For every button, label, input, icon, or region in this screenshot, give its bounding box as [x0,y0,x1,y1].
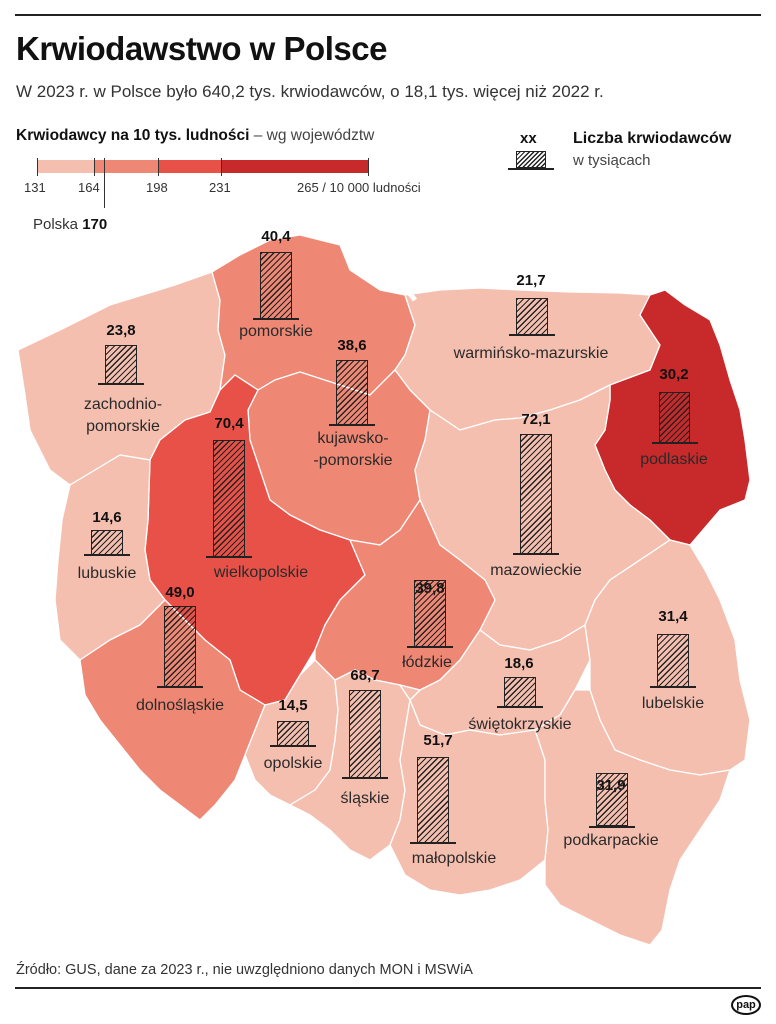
bar-baseline [157,686,203,688]
coastline-detail [343,240,418,302]
bar-key-subtitle: w tysiącach [573,152,651,169]
page-subtitle: W 2023 r. w Polsce było 640,2 tys. krwio… [16,82,604,101]
bar-key-value: xx [520,130,537,147]
region-label-warminsko-mazurskie: warmińsko-mazurskie [453,345,609,362]
bar-baseline [342,777,388,779]
region-value-lubelskie: 31,4 [658,608,688,625]
region-label-lubelskie: lubelskie [641,695,705,712]
region-label-lodzkie: łódzkie [402,654,452,671]
bar-baseline [407,646,453,648]
national-marker-line [104,158,105,208]
page-title: Krwiodawstwo w Polsce [16,30,387,67]
region-podkarpackie [534,689,731,946]
top-rule [15,14,761,16]
donors-bar-opolskie [277,721,309,746]
region-value-malopolskie: 51,7 [423,732,453,749]
region-label-zachodniopomorskie: zachodnio-pomorskie [83,396,163,435]
national-marker-label: Polska 170 [33,216,108,233]
scale-tick [158,158,159,176]
donors-bar-podlaskie [659,392,690,443]
donors-bar-mazowieckie [520,434,552,554]
legend-title: Krwiodawcy na 10 tys. ludności – wg woje… [16,127,374,145]
bar-baseline [497,706,543,708]
region-label-malopolskie: małopolskie [411,850,497,867]
bar-baseline [253,318,299,320]
region-label-pomorskie: pomorskie [239,323,313,340]
legend-title-bold: Krwiodawcy na 10 tys. ludności [16,127,250,144]
region-value-wielkopolskie: 70,4 [214,415,244,432]
legend-title-rest: – wg województw [249,127,375,144]
donors-bar-dolnoslaskie [164,606,196,687]
donors-bar-zachodniopomorskie [105,345,137,384]
donors-bar-warminsko-mazurskie [516,298,548,335]
region-label-mazowieckie: mazowieckie [490,562,582,579]
region-value-zachodniopomorskie: 23,8 [106,322,136,339]
donors-bar-wielkopolskie [213,440,245,557]
donors-bar-lubuskie [91,530,123,555]
bar-baseline [410,842,456,844]
donors-bar-swietokrzyskie [504,677,536,707]
region-value-opolskie: 14,5 [278,697,308,714]
region-label-podkarpackie: podkarpackie [563,832,659,849]
region-label-kujawsko-pomorskie: kujawsko- -pomorskie [313,430,393,469]
color-scale [37,160,368,173]
scale-bin-3 [158,160,221,173]
region-value-lubuskie: 14,6 [92,509,122,526]
bar-baseline [650,686,696,688]
bar-baseline [652,442,698,444]
scale-tick [368,158,369,176]
donors-bar-lubelskie [657,634,689,687]
scale-label: 265 / 10 000 ludności [297,180,421,195]
region-label-lubuskie: lubuskie [77,565,137,582]
region-value-slaskie: 68,7 [350,667,380,684]
bottom-rule [15,987,761,989]
region-label-slaskie: śląskie [340,790,390,807]
donors-bar-lodzkie [414,580,446,647]
scale-tick [37,158,38,176]
bar-baseline [270,745,316,747]
region-label-dolnoslaskie: dolnośląskie [135,697,225,714]
scale-label: 231 [209,180,231,195]
scale-bin-1 [37,160,94,173]
bar-key-title: Liczba krwiodawców [573,130,732,147]
bar-baseline [589,826,635,828]
pap-logo: pap [731,995,761,1015]
bar-baseline [84,554,130,556]
region-value-warminsko-mazurskie: 21,7 [516,272,546,289]
donors-bar-kujawsko-pomorskie [336,360,368,425]
region-pomorskie [211,234,416,396]
donors-bar-slaskie [349,690,381,778]
region-value-pomorskie: 40,4 [261,228,291,245]
scale-bin-4 [221,160,368,173]
donors-bar-pomorskie [260,252,292,319]
region-label-podlaskie: podlaskie [640,451,708,468]
bar-baseline [513,553,559,555]
donors-bar-malopolskie [417,757,449,843]
bar-baseline [329,424,375,426]
bar-key-baseline [508,168,554,170]
bar-baseline [98,383,144,385]
region-value-podlaskie: 30,2 [659,366,689,383]
bar-baseline [509,334,555,336]
region-label-swietokrzyskie: świętokrzyskie [468,716,572,733]
region-value-mazowieckie: 72,1 [521,411,551,428]
scale-tick [221,158,222,176]
region-value-swietokrzyskie: 18,6 [504,655,534,672]
bar-key-hatched-icon [516,151,546,168]
region-label-wielkopolskie: wielkopolskie [213,564,309,581]
source-note: Źródło: GUS, dane za 2023 r., nie uwzglę… [16,962,473,978]
scale-label: 164 [78,180,100,195]
region-value-kujawsko-pomorskie: 38,6 [337,337,367,354]
bar-baseline [206,556,252,558]
scale-tick [94,158,95,176]
scale-label: 198 [146,180,168,195]
donors-bar-podkarpackie [596,773,628,826]
scale-label: 131 [24,180,46,195]
region-label-opolskie: opolskie [263,755,323,772]
scale-bin-2 [94,160,158,173]
region-value-dolnoslaskie: 49,0 [165,584,195,601]
